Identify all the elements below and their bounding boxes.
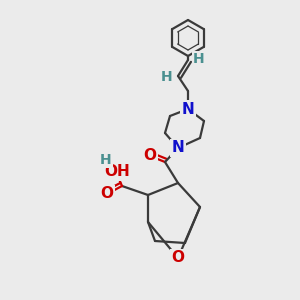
Text: O: O: [172, 250, 184, 266]
Text: H: H: [100, 153, 112, 167]
Text: H: H: [193, 52, 205, 66]
Text: O: O: [100, 187, 113, 202]
Text: N: N: [172, 140, 184, 155]
Text: H: H: [161, 70, 173, 84]
Text: OH: OH: [104, 164, 130, 179]
Text: O: O: [143, 148, 157, 164]
Text: N: N: [182, 101, 194, 116]
